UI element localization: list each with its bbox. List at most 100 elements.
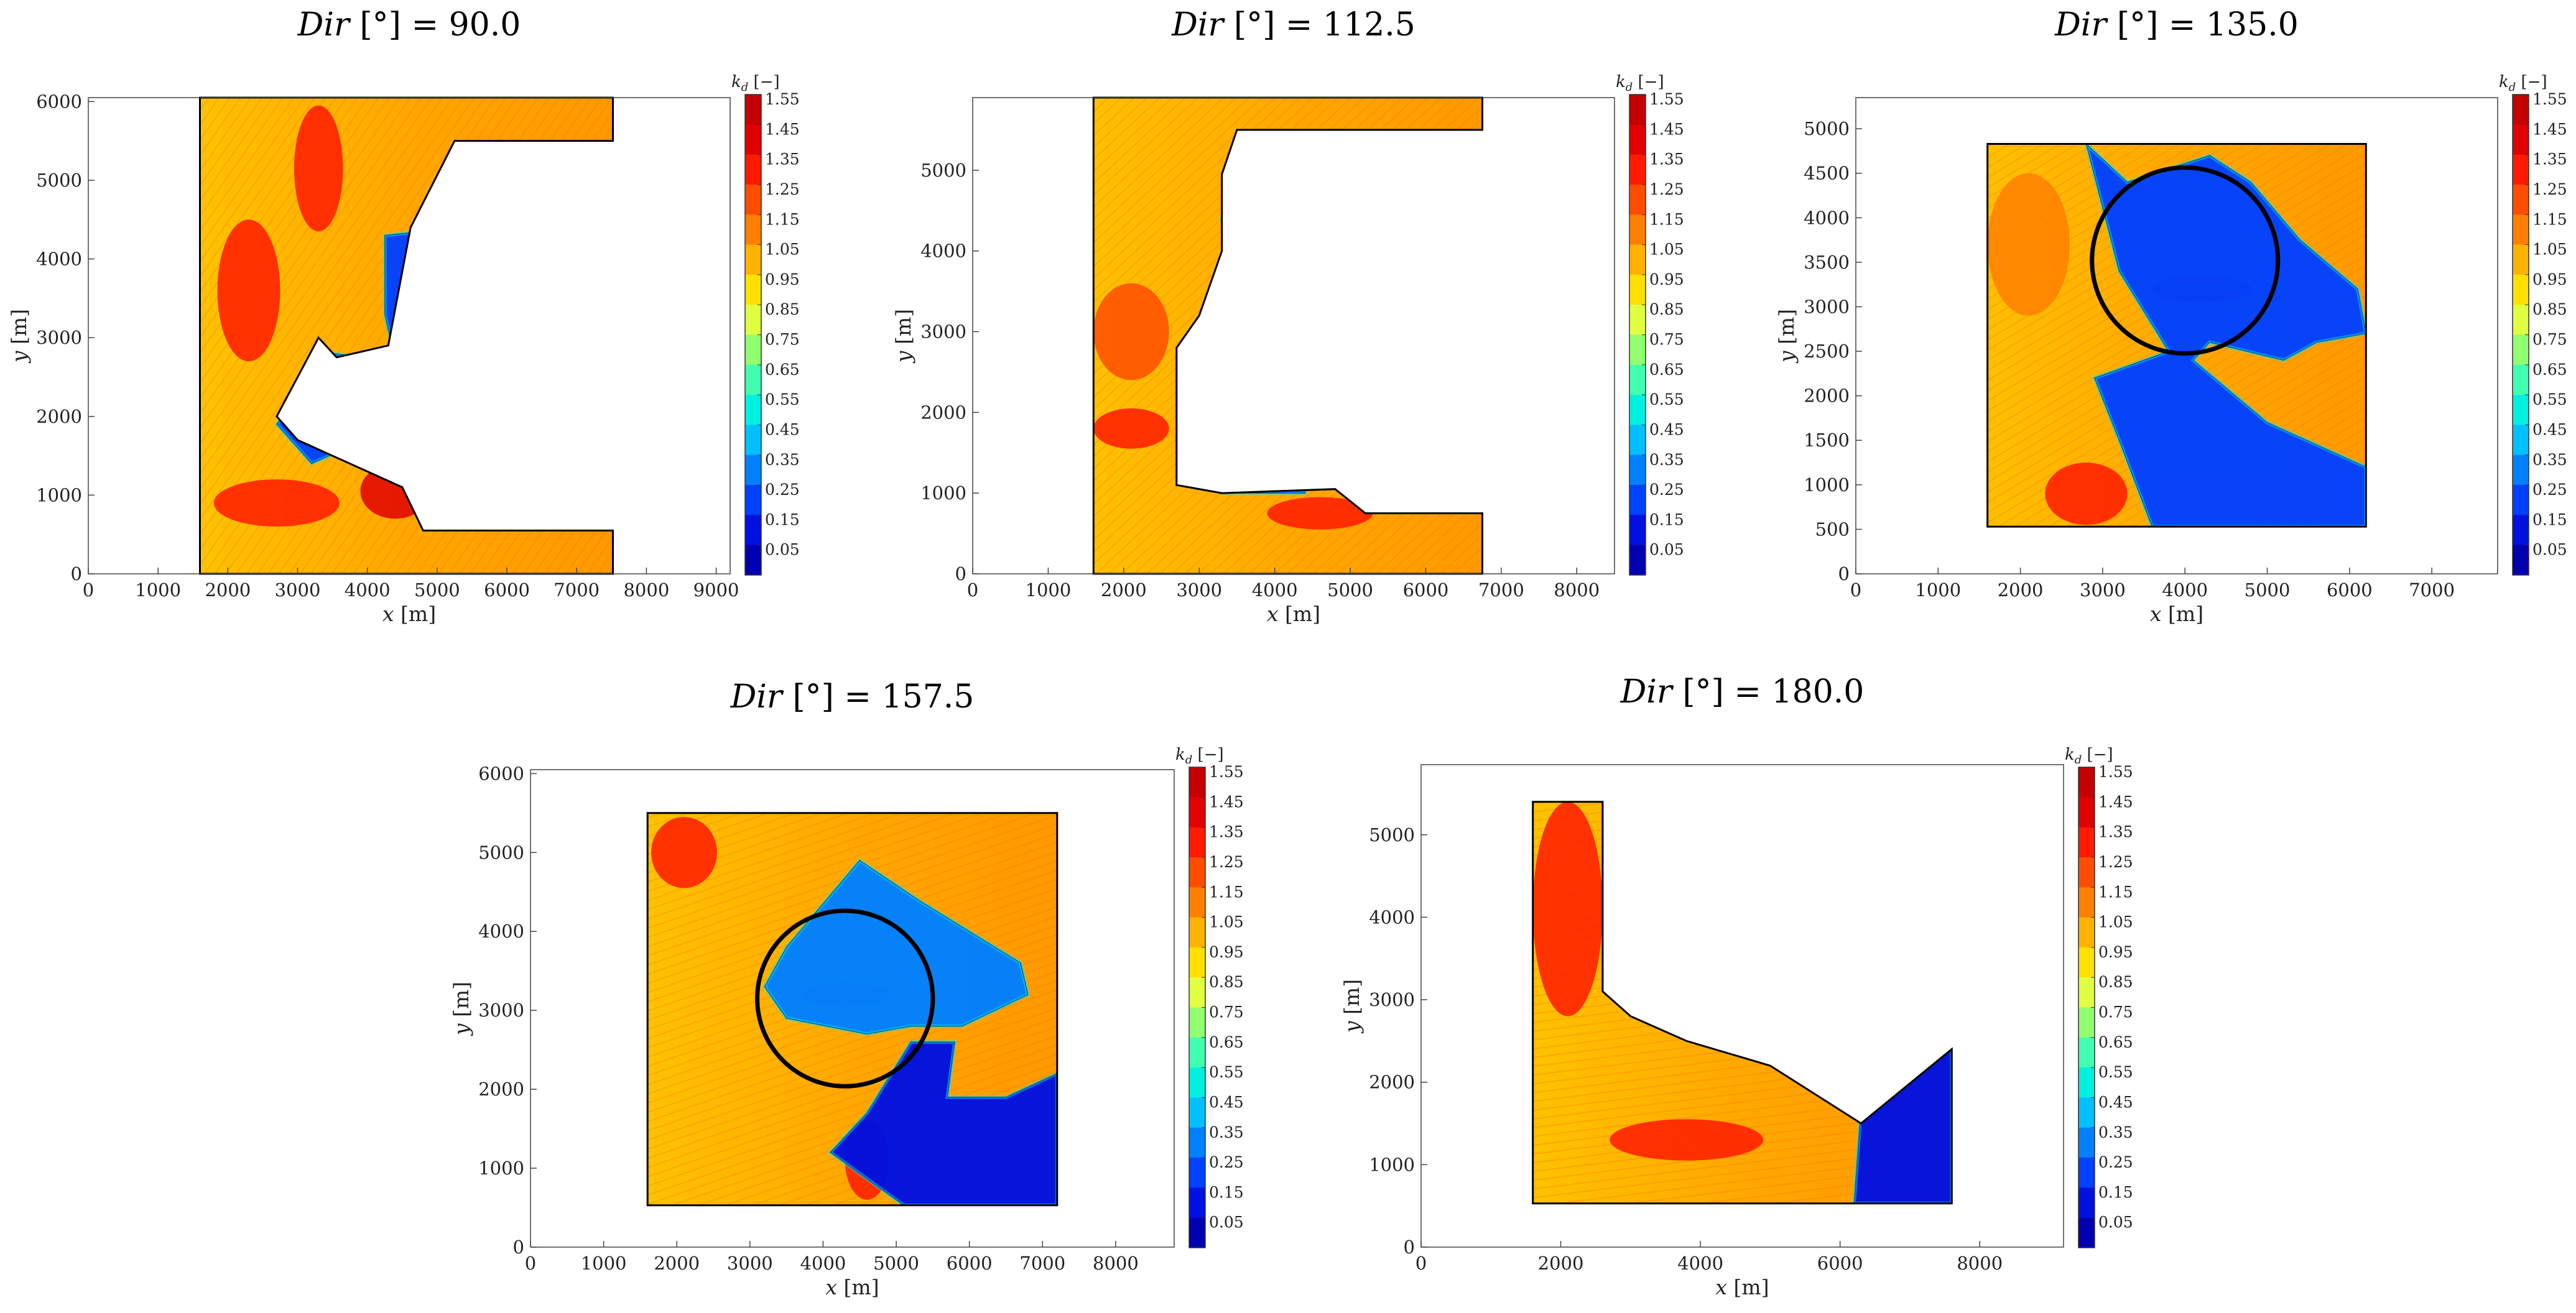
colorbar-bin (2078, 1158, 2095, 1188)
x-tick-label: 7000 (2409, 579, 2455, 601)
hotspot (1532, 801, 1603, 1016)
x-tick-label: 6000 (484, 579, 530, 601)
colorbar-tick-label: 1.25 (765, 180, 800, 198)
colorbar-bin (1629, 545, 1646, 576)
colorbar-bin (1189, 1217, 1205, 1248)
subplot-4: 0 1000 2000 3000 4000 5000 6000 7000 8000 0 1000 20… (449, 678, 1244, 1299)
colorbar-tick-label: 1.55 (1209, 763, 1244, 781)
colorbar-bin (2513, 154, 2529, 185)
colorbar-tick-label: 1.15 (1649, 210, 1684, 228)
colorbar-tick-label: 0.55 (765, 390, 800, 408)
colorbar-tick-label: 0.75 (765, 331, 800, 349)
colorbar-tick-label: 0.95 (2098, 943, 2133, 961)
colorbar-tick-label: 0.65 (2098, 1033, 2133, 1051)
colorbar-tick-label: 1.35 (1649, 150, 1684, 168)
colorbar-tick-label: 0.55 (1649, 390, 1684, 408)
colorbar-bin (745, 154, 761, 185)
x-tick-label: 0 (83, 579, 94, 601)
x-tick-label: 7000 (1019, 1253, 1065, 1274)
colorbar-tick-label: 0.25 (2098, 1153, 2133, 1171)
colorbar-tick-label: 0.85 (1649, 300, 1684, 318)
y-tick-label: 3000 (920, 321, 966, 343)
wave-field (1532, 801, 1952, 1204)
colorbar-tick-label: 0.25 (765, 481, 800, 499)
y-axis-label: y [m] (1340, 979, 1364, 1034)
colorbar-label: kd [−] (731, 73, 780, 94)
colorbar-bin (2078, 917, 2095, 948)
y-tick-label: 1000 (920, 482, 966, 504)
y-tick-label: 4000 (1804, 207, 1850, 228)
x-tick-label: 8000 (1093, 1253, 1139, 1274)
hotspot (1267, 497, 1373, 530)
x-tick-label: 3000 (275, 579, 321, 601)
y-tick-label: 1500 (1804, 430, 1850, 451)
hotspot (2045, 463, 2128, 525)
y-tick-label: 500 (1815, 518, 1850, 540)
hotspot (360, 463, 430, 519)
y-tick-label: 5000 (478, 842, 524, 863)
colorbar-bin (1629, 94, 1646, 125)
x-tick-label: 2000 (1998, 579, 2044, 601)
x-tick-label: 2000 (205, 579, 251, 601)
colorbar-tick-label: 1.15 (765, 210, 800, 228)
colorbar-tick-label: 0.35 (765, 451, 800, 469)
colorbar-bin (2513, 214, 2529, 246)
colorbar-bin (1189, 917, 1205, 948)
colorbar-bin (2078, 1037, 2095, 1068)
colorbar-tick-label: 0.05 (765, 541, 800, 559)
subplot-title: Dir [°] = 90.0 (297, 6, 521, 44)
colorbar-tick-label: 1.45 (1649, 120, 1684, 138)
x-tick-label: 2000 (654, 1253, 700, 1274)
x-tick-label: 9000 (693, 579, 739, 601)
basin-entrance-glow (1684, 888, 1878, 1051)
hotspot (213, 479, 340, 527)
colorbar-bin (1629, 274, 1646, 305)
colorbar-tick-label: 0.95 (1649, 270, 1684, 288)
colorbar-tick-label: 0.95 (1209, 943, 1244, 961)
wave-field (647, 813, 1057, 1205)
colorbar-tick-label: 1.05 (2532, 241, 2567, 259)
colorbar-bin (1629, 395, 1646, 425)
y-tick-label: 1000 (1369, 1154, 1415, 1175)
y-tick-label: 5000 (1804, 118, 1850, 139)
x-tick-label: 2000 (1101, 579, 1147, 601)
hotspot (651, 817, 717, 888)
x-tick-label: 0 (1850, 579, 1861, 601)
colorbar-bin (2078, 1127, 2095, 1158)
colorbar-bin (745, 94, 761, 125)
colorbar-tick-label: 1.55 (1649, 90, 1684, 108)
colorbar-tick-label: 0.45 (2098, 1093, 2133, 1111)
y-tick-label: 4500 (1804, 163, 1850, 184)
subplot-3: 0 1000 2000 3000 4000 5000 6000 7000 0 500 1000 150… (1774, 6, 2567, 626)
colorbar-tick-label: 0.75 (1209, 1003, 1244, 1021)
colorbar: 1.55 1.45 1.35 1.25 1.15 1.05 0.95 0.85 0.75 0.65… (2065, 745, 2133, 1248)
colorbar-label: kd [−] (1616, 73, 1664, 94)
x-tick-label: 5000 (873, 1253, 919, 1274)
y-tick-label: 2000 (478, 1079, 524, 1100)
colorbar-label: kd [−] (2065, 745, 2113, 767)
colorbar-bin (2078, 1067, 2095, 1098)
colorbar-bin (1629, 334, 1646, 366)
colorbar-tick-label: 0.55 (1209, 1063, 1244, 1081)
colorbar-label: kd [−] (1175, 745, 1224, 767)
colorbar-bin (2078, 1097, 2095, 1128)
colorbar-tick-label: 0.35 (1649, 451, 1684, 469)
colorbar-bin (2513, 334, 2529, 366)
hotspot (1093, 408, 1169, 449)
x-tick-label: 4000 (1252, 579, 1298, 601)
colorbar-bin (745, 214, 761, 246)
subplot-5: 0 2000 4000 6000 8000 0 1000 2000 3000 4000 5000 x … (1340, 673, 2133, 1299)
subplot-2: 0 1000 2000 3000 4000 5000 6000 7000 8000 0 1000 20… (891, 6, 1684, 626)
x-tick-label: 3000 (1176, 579, 1222, 601)
colorbar-bin (1629, 244, 1646, 275)
colorbar-bin (2513, 395, 2529, 425)
y-tick-label: 0 (1404, 1237, 1415, 1258)
colorbar-bin (2513, 515, 2529, 546)
colorbar-tick-label: 0.05 (1209, 1214, 1244, 1232)
colorbar-tick-label: 0.15 (2532, 510, 2567, 528)
colorbar-tick-label: 1.35 (2098, 823, 2133, 841)
domain-boundary (1532, 801, 1953, 1205)
colorbar-bin (1189, 1067, 1205, 1098)
colorbar-tick-label: 1.25 (2098, 853, 2133, 871)
x-axis-label: x [m] (382, 602, 436, 626)
